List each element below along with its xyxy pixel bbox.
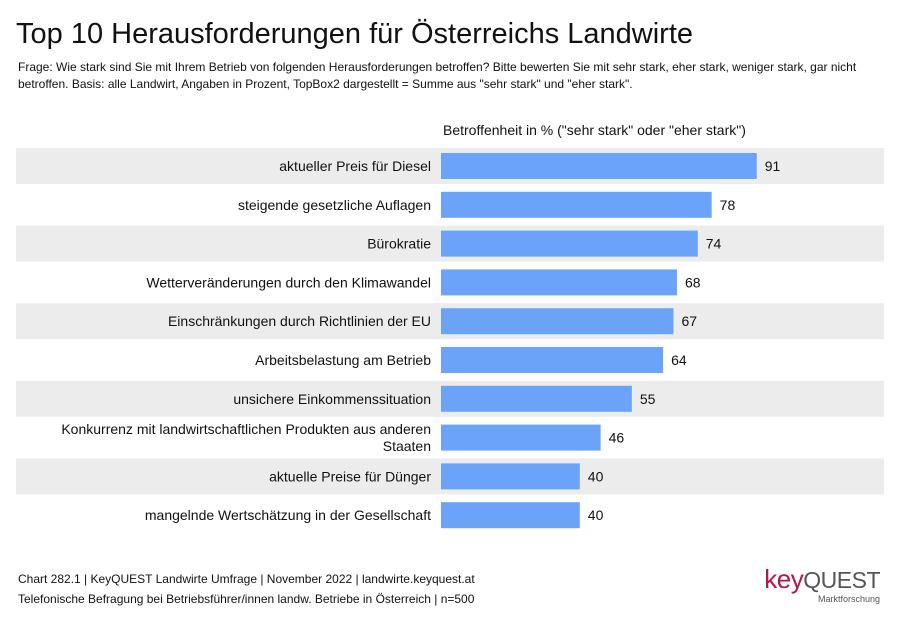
category-label: Wetterveränderungen durch den Klimawande… <box>146 274 431 290</box>
bar <box>441 463 580 490</box>
bar <box>441 308 674 335</box>
category-label: aktueller Preis für Diesel <box>279 158 431 174</box>
footer-source: Chart 282.1 | KeyQUEST Landwirte Umfrage… <box>18 572 475 586</box>
footer-method: Telefonische Befragung bei Betriebsführe… <box>18 592 475 606</box>
category-label: Arbeitsbelastung am Betrieb <box>255 352 431 368</box>
logo-wordmark: keyQUEST <box>764 566 880 593</box>
category-label: steigende gesetzliche Auflagen <box>238 197 431 213</box>
question-text: Frage: Wie stark sind Sie mit Ihrem Betr… <box>18 60 857 91</box>
chart-title: Top 10 Herausforderungen für Österreichs… <box>16 18 694 50</box>
category-label: Konkurrenz mit landwirtschaftlichen Prod… <box>61 421 431 437</box>
bar <box>441 153 757 179</box>
category-label: Staaten <box>383 438 431 454</box>
category-label: unsichere Einkommenssituation <box>233 391 431 407</box>
value-label: 55 <box>640 391 656 407</box>
category-label: Einschränkungen durch Richtlinien der EU <box>168 313 431 329</box>
bar <box>441 347 664 373</box>
value-label: 91 <box>765 158 781 174</box>
keyquest-logo: keyQUEST Marktforschung <box>764 566 880 604</box>
bar <box>441 191 712 218</box>
category-label: mangelnde Wertschätzung in der Gesellsch… <box>145 507 431 523</box>
value-label: 40 <box>588 507 604 523</box>
bar <box>441 424 601 451</box>
value-label: 40 <box>588 468 604 484</box>
axis-caption: Betroffenheit in % ("sehr stark" oder "e… <box>443 122 746 138</box>
logo-quest-text: QUEST <box>803 567 880 593</box>
bar <box>441 502 580 529</box>
value-label: 46 <box>609 430 625 446</box>
value-label: 68 <box>685 274 701 290</box>
bar <box>441 269 677 296</box>
value-label: 78 <box>720 197 736 213</box>
bar <box>441 385 632 412</box>
logo-subtitle: Marktforschung <box>817 594 880 604</box>
category-label: aktuelle Preise für Dünger <box>269 468 431 484</box>
value-label: 64 <box>671 352 687 368</box>
value-label: 67 <box>681 313 697 329</box>
value-label: 74 <box>706 236 722 252</box>
bar <box>441 230 698 257</box>
category-label: Bürokratie <box>367 236 431 252</box>
logo-key-text: key <box>764 564 804 594</box>
